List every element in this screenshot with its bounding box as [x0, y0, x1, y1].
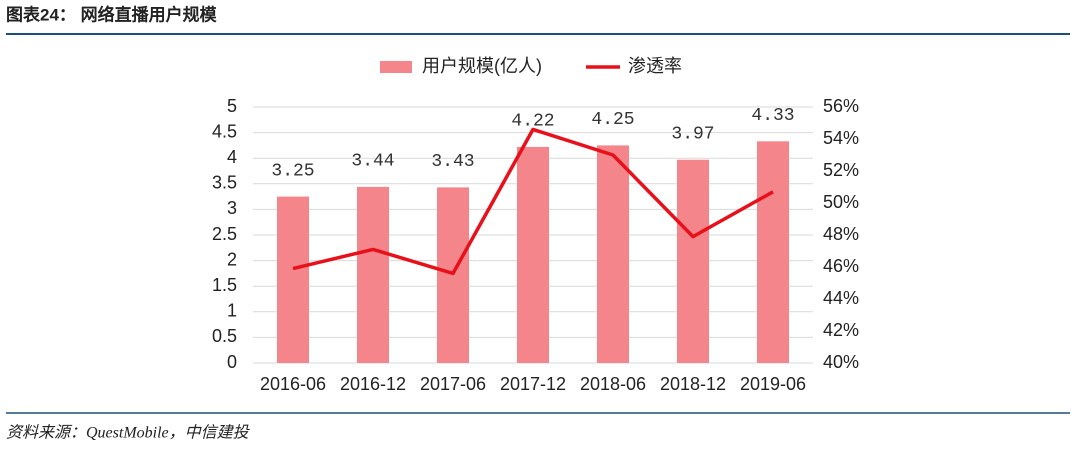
y2-tick-label: 40%	[823, 352, 859, 372]
data-label: 4.22	[511, 112, 554, 132]
bar	[597, 145, 629, 363]
y-tick-label: 1.5	[212, 275, 237, 295]
bar	[277, 196, 309, 363]
x-tick-label: 2017-06	[420, 374, 486, 394]
x-tick-label: 2016-06	[260, 374, 326, 394]
y2-tick-label: 42%	[823, 320, 859, 340]
x-tick-label: 2018-12	[660, 374, 726, 394]
y2-tick-label: 50%	[823, 192, 859, 212]
x-tick-label: 2016-12	[340, 374, 406, 394]
y2-tick-label: 56%	[823, 96, 859, 116]
y-tick-label: 1	[227, 301, 237, 321]
bar	[517, 146, 549, 363]
data-label: 3.44	[351, 152, 394, 172]
legend-label: 渗透率	[628, 56, 682, 76]
y-tick-label: 4	[227, 147, 237, 167]
y-tick-label: 3	[227, 198, 237, 218]
y2-tick-label: 48%	[823, 224, 859, 244]
x-tick-label: 2019-06	[740, 374, 806, 394]
y2-tick-label: 44%	[823, 288, 859, 308]
bar	[437, 187, 469, 363]
y-tick-label: 2	[227, 249, 237, 269]
y-tick-label: 2.5	[212, 224, 237, 244]
chart-title: 图表24： 网络直播用户规模	[6, 4, 218, 24]
bar	[677, 159, 709, 363]
bar	[357, 186, 389, 363]
y-tick-label: 0	[227, 352, 237, 372]
legend-label: 用户规模(亿人)	[422, 56, 542, 76]
legend-swatch	[380, 61, 412, 73]
source-note: 资料来源：QuestMobile，中信建投	[6, 424, 251, 442]
y-tick-label: 3.5	[212, 173, 237, 193]
data-label: 4.25	[591, 110, 634, 130]
y2-tick-label: 54%	[823, 128, 859, 148]
y-tick-label: 4.5	[212, 121, 237, 141]
y-tick-label: 5	[227, 96, 237, 116]
y2-tick-label: 46%	[823, 256, 859, 276]
data-label: 4.33	[751, 106, 794, 126]
y2-tick-label: 52%	[823, 160, 859, 180]
data-label: 3.97	[671, 124, 714, 144]
data-label: 3.43	[431, 152, 474, 172]
y-tick-label: 0.5	[212, 326, 237, 346]
bar	[757, 141, 789, 363]
line-series	[292, 127, 774, 276]
x-tick-label: 2017-12	[500, 374, 566, 394]
data-label: 3.25	[271, 161, 314, 181]
x-tick-label: 2018-06	[580, 374, 646, 394]
